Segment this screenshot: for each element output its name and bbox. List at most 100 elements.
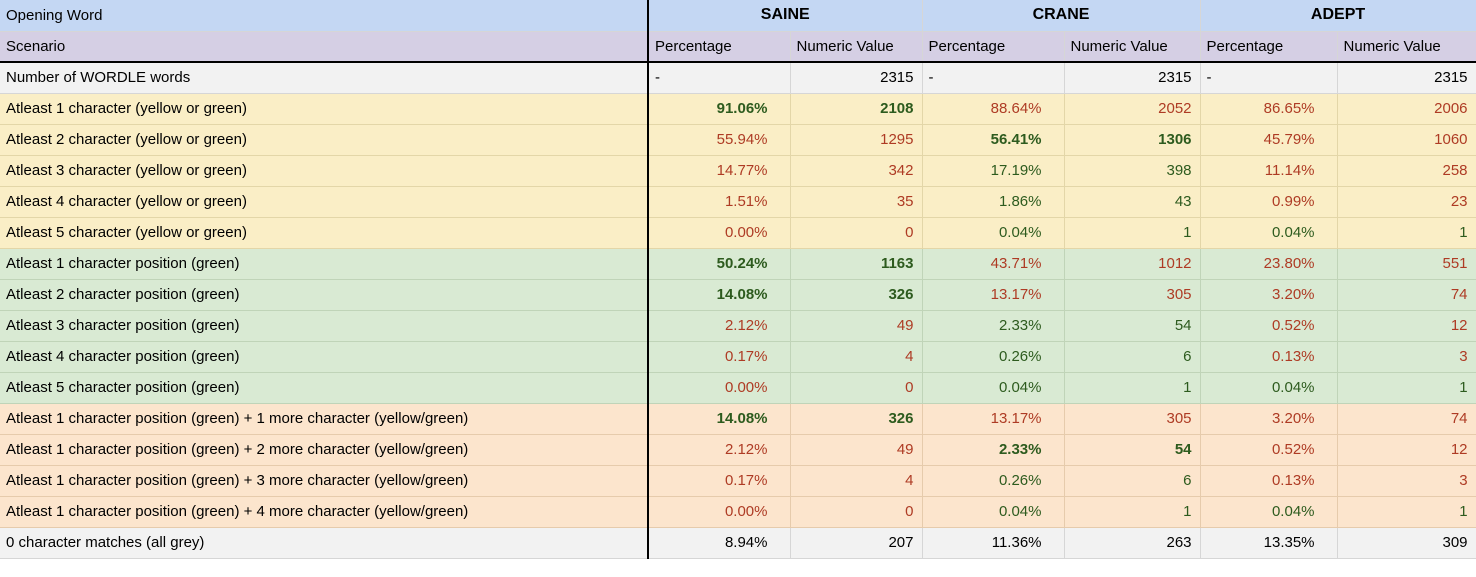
row-label[interactable]: Atleast 5 character (yellow or green) [0,217,649,249]
crane-numeric-value-cell[interactable]: 1012 [1064,248,1201,280]
saine-numeric-value-cell[interactable]: 1295 [790,124,923,156]
saine-numeric-value-cell[interactable]: 35 [790,186,923,218]
word-header-saine[interactable]: SAINE [648,0,923,32]
saine-numeric-value-cell[interactable]: 4 [790,341,923,373]
saine-percentage-cell[interactable]: 50.24% [648,248,791,280]
adept-percentage-cell[interactable]: 0.04% [1200,217,1338,249]
crane-percentage-cell[interactable]: 88.64% [922,93,1065,125]
crane-numeric-value-cell[interactable]: 263 [1064,527,1201,559]
crane-percentage-cell[interactable]: 17.19% [922,155,1065,187]
row-label[interactable]: Atleast 1 character position (green) + 4… [0,496,649,528]
saine-numeric-value-cell[interactable]: 207 [790,527,923,559]
adept-numeric-value-cell[interactable]: 3 [1337,341,1476,373]
row-label[interactable]: Number of WORDLE words [0,62,649,94]
crane-numeric-value-cell[interactable]: 305 [1064,403,1201,435]
saine-percentage-cell[interactable]: 2.12% [648,310,791,342]
saine-numeric-value-cell[interactable]: 326 [790,279,923,311]
word-header-crane[interactable]: CRANE [922,0,1201,32]
adept-percentage-cell[interactable]: 0.13% [1200,465,1338,497]
row-label[interactable]: Atleast 1 character position (green) [0,248,649,280]
row-label[interactable]: Atleast 2 character (yellow or green) [0,124,649,156]
saine-percentage-cell[interactable]: 2.12% [648,434,791,466]
saine-numeric-value-cell[interactable]: 49 [790,434,923,466]
row-label[interactable]: Atleast 5 character position (green) [0,372,649,404]
row-label[interactable]: Atleast 1 character position (green) + 3… [0,465,649,497]
crane-percentage-header[interactable]: Percentage [922,31,1065,63]
saine-numeric-value-cell[interactable]: 49 [790,310,923,342]
crane-percentage-cell[interactable]: 2.33% [922,310,1065,342]
saine-percentage-cell[interactable]: 55.94% [648,124,791,156]
row-label[interactable]: Atleast 4 character position (green) [0,341,649,373]
crane-numeric-value-cell[interactable]: 54 [1064,310,1201,342]
crane-percentage-cell[interactable]: 1.86% [922,186,1065,218]
crane-numeric-header[interactable]: Numeric Value [1064,31,1201,63]
crane-numeric-value-cell[interactable]: 1 [1064,372,1201,404]
scenario-header-cell[interactable]: Scenario [0,31,649,63]
crane-numeric-value-cell[interactable]: 1306 [1064,124,1201,156]
row-label[interactable]: Atleast 1 character (yellow or green) [0,93,649,125]
adept-numeric-value-cell[interactable]: 1 [1337,372,1476,404]
row-label[interactable]: 0 character matches (all grey) [0,527,649,559]
saine-numeric-value-cell[interactable]: 326 [790,403,923,435]
adept-numeric-value-cell[interactable]: 74 [1337,279,1476,311]
saine-numeric-value-cell[interactable]: 2108 [790,93,923,125]
crane-percentage-cell[interactable]: 13.17% [922,279,1065,311]
adept-percentage-cell[interactable]: 0.99% [1200,186,1338,218]
crane-numeric-value-cell[interactable]: 1 [1064,496,1201,528]
row-label[interactable]: Atleast 1 character position (green) + 1… [0,403,649,435]
crane-percentage-cell[interactable]: 0.04% [922,496,1065,528]
adept-percentage-cell[interactable]: 0.04% [1200,372,1338,404]
crane-percentage-cell[interactable]: 43.71% [922,248,1065,280]
saine-percentage-cell[interactable]: 8.94% [648,527,791,559]
adept-percentage-cell[interactable]: 13.35% [1200,527,1338,559]
crane-numeric-value-cell[interactable]: 6 [1064,341,1201,373]
adept-numeric-value-cell[interactable]: 12 [1337,434,1476,466]
adept-numeric-value-cell[interactable]: 23 [1337,186,1476,218]
saine-numeric-value-cell[interactable]: 0 [790,372,923,404]
row-label[interactable]: Atleast 3 character position (green) [0,310,649,342]
crane-numeric-value-cell[interactable]: 2052 [1064,93,1201,125]
crane-percentage-cell[interactable]: - [922,62,1065,94]
adept-numeric-value-cell[interactable]: 74 [1337,403,1476,435]
row-label[interactable]: Atleast 4 character (yellow or green) [0,186,649,218]
saine-numeric-header[interactable]: Numeric Value [790,31,923,63]
crane-percentage-cell[interactable]: 0.04% [922,217,1065,249]
adept-percentage-cell[interactable]: 86.65% [1200,93,1338,125]
adept-numeric-value-cell[interactable]: 1 [1337,217,1476,249]
adept-numeric-value-cell[interactable]: 12 [1337,310,1476,342]
adept-numeric-value-cell[interactable]: 1060 [1337,124,1476,156]
adept-percentage-cell[interactable]: 0.13% [1200,341,1338,373]
adept-percentage-cell[interactable]: - [1200,62,1338,94]
saine-percentage-cell[interactable]: 0.00% [648,496,791,528]
saine-percentage-cell[interactable]: - [648,62,791,94]
row-label[interactable]: Atleast 2 character position (green) [0,279,649,311]
adept-numeric-value-cell[interactable]: 2315 [1337,62,1476,94]
word-header-adept[interactable]: ADEPT [1200,0,1476,32]
adept-percentage-cell[interactable]: 23.80% [1200,248,1338,280]
adept-percentage-cell[interactable]: 11.14% [1200,155,1338,187]
saine-numeric-value-cell[interactable]: 4 [790,465,923,497]
saine-percentage-cell[interactable]: 14.77% [648,155,791,187]
crane-percentage-cell[interactable]: 13.17% [922,403,1065,435]
saine-numeric-value-cell[interactable]: 2315 [790,62,923,94]
row-label[interactable]: Atleast 1 character position (green) + 2… [0,434,649,466]
adept-percentage-cell[interactable]: 0.52% [1200,434,1338,466]
adept-numeric-value-cell[interactable]: 2006 [1337,93,1476,125]
saine-percentage-cell[interactable]: 14.08% [648,279,791,311]
crane-numeric-value-cell[interactable]: 398 [1064,155,1201,187]
saine-percentage-cell[interactable]: 1.51% [648,186,791,218]
saine-percentage-cell[interactable]: 0.17% [648,341,791,373]
crane-numeric-value-cell[interactable]: 6 [1064,465,1201,497]
crane-numeric-value-cell[interactable]: 305 [1064,279,1201,311]
opening-word-header-cell[interactable]: Opening Word [0,0,649,32]
saine-numeric-value-cell[interactable]: 0 [790,217,923,249]
adept-percentage-header[interactable]: Percentage [1200,31,1338,63]
crane-percentage-cell[interactable]: 0.04% [922,372,1065,404]
adept-percentage-cell[interactable]: 3.20% [1200,403,1338,435]
saine-percentage-cell[interactable]: 0.17% [648,465,791,497]
adept-numeric-value-cell[interactable]: 1 [1337,496,1476,528]
crane-percentage-cell[interactable]: 0.26% [922,341,1065,373]
crane-percentage-cell[interactable]: 11.36% [922,527,1065,559]
adept-numeric-header[interactable]: Numeric Value [1337,31,1476,63]
crane-percentage-cell[interactable]: 2.33% [922,434,1065,466]
